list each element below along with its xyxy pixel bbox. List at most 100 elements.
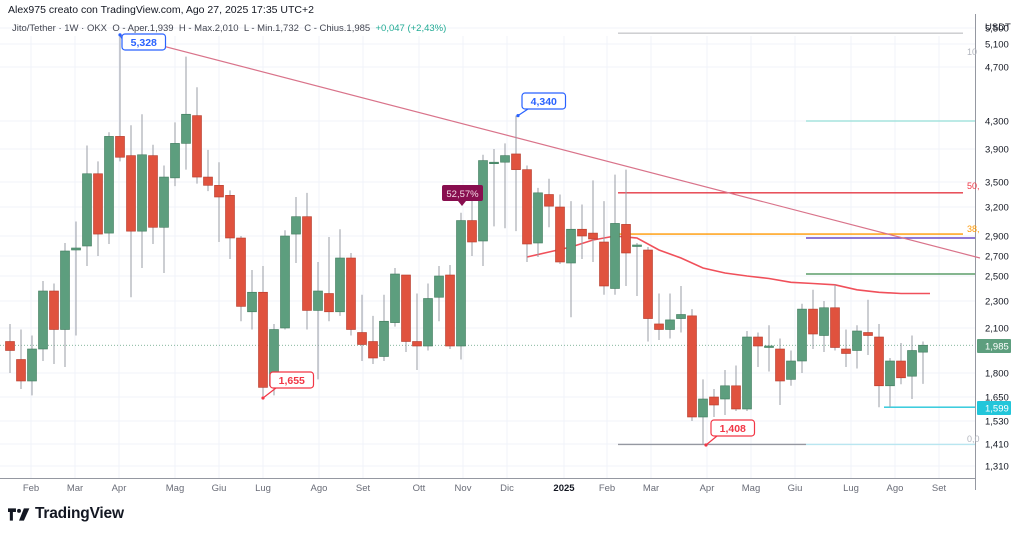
candle[interactable] [280, 230, 290, 330]
candle[interactable] [654, 293, 664, 341]
candle[interactable] [27, 335, 37, 396]
candle[interactable] [247, 270, 257, 330]
low-price-callout-2[interactable]: 1,408 [704, 419, 756, 447]
percent-change-badge[interactable]: 52,57% [442, 185, 483, 206]
candle[interactable] [577, 204, 587, 260]
candle[interactable] [445, 265, 455, 349]
candle[interactable] [764, 325, 774, 372]
candle[interactable] [203, 149, 213, 192]
candle[interactable] [610, 174, 620, 295]
candle[interactable] [896, 343, 906, 385]
candle[interactable] [148, 144, 158, 244]
candle[interactable] [346, 253, 356, 336]
candle[interactable] [456, 212, 466, 360]
candle[interactable] [918, 341, 928, 384]
candle[interactable] [159, 165, 169, 274]
candle[interactable] [368, 315, 378, 364]
candle[interactable] [236, 236, 246, 322]
time-axis[interactable]: Feb Mar Apr Mag Giu Lug Ago Set Ott Nov Dic 2025 Feb… [23, 483, 947, 494]
candle[interactable] [522, 165, 532, 263]
candle[interactable] [621, 169, 631, 286]
candle[interactable] [852, 325, 862, 369]
candle[interactable] [115, 34, 125, 162]
candle[interactable] [643, 247, 653, 342]
moving-average-line[interactable] [526, 235, 930, 295]
candle[interactable] [588, 180, 598, 262]
candle[interactable] [709, 389, 719, 417]
candle[interactable] [170, 122, 180, 187]
candle[interactable] [423, 283, 433, 351]
candle[interactable] [786, 350, 796, 386]
candle[interactable] [467, 195, 477, 256]
candle[interactable] [676, 286, 686, 333]
candle[interactable] [819, 301, 829, 352]
svg-text:1,985: 1,985 [985, 342, 1009, 353]
candle[interactable] [731, 365, 741, 412]
trendline[interactable] [119, 34, 981, 259]
candle[interactable] [698, 379, 708, 445]
candle[interactable] [390, 268, 400, 327]
candle[interactable] [126, 125, 136, 298]
candle[interactable] [720, 370, 730, 415]
candle[interactable] [214, 162, 224, 242]
high-price-callout[interactable]: 5,328 [118, 33, 167, 51]
candle[interactable] [412, 293, 422, 371]
candle[interactable] [324, 237, 334, 322]
candle[interactable] [38, 281, 48, 361]
candle[interactable] [478, 154, 488, 266]
mid-high-price-callout[interactable]: 4,340 [516, 92, 567, 118]
candle[interactable] [291, 197, 301, 263]
chart-credit-title: Alex975 creato con TradingView.com, Ago … [8, 4, 314, 16]
candle[interactable] [5, 323, 15, 373]
candle[interactable] [874, 323, 884, 408]
candle[interactable] [71, 221, 81, 336]
candle[interactable] [599, 201, 609, 295]
candle[interactable] [302, 192, 312, 330]
tradingview-logo[interactable]: TradingView [8, 505, 124, 523]
price-tick-label: 4,300 [985, 117, 1009, 128]
candle[interactable] [258, 266, 268, 397]
candle[interactable] [82, 145, 92, 267]
candle[interactable] [434, 266, 444, 322]
candle[interactable] [335, 229, 345, 316]
candle[interactable] [357, 294, 367, 361]
candle[interactable] [841, 329, 851, 368]
candle[interactable] [60, 243, 70, 367]
candle[interactable] [566, 201, 576, 318]
candle[interactable] [401, 274, 411, 352]
candle[interactable] [192, 87, 202, 184]
candle[interactable] [863, 299, 873, 355]
candle[interactable] [104, 132, 114, 244]
candle[interactable] [137, 114, 147, 268]
candle[interactable] [544, 178, 554, 228]
candle[interactable] [753, 332, 763, 368]
candle[interactable] [313, 262, 323, 380]
candle[interactable] [93, 161, 103, 256]
price-axis[interactable]: 5,500 5,100 4,700 4,300 3,900 3,500 3,200 2,900… [985, 24, 1009, 473]
low-price-callout-1[interactable]: 1,655 [261, 371, 315, 400]
candle[interactable] [830, 284, 840, 351]
candle[interactable] [181, 56, 191, 170]
candle[interactable] [742, 331, 752, 411]
candle[interactable] [533, 187, 543, 257]
candle[interactable] [775, 338, 785, 406]
candle[interactable] [16, 329, 26, 390]
symbol-label[interactable]: Jito/Tether · 1W · OKX [12, 23, 108, 34]
candle[interactable] [500, 143, 510, 229]
candle[interactable] [511, 115, 521, 232]
candle[interactable] [555, 194, 565, 265]
candle[interactable] [49, 283, 59, 365]
candle[interactable] [808, 289, 818, 349]
candle[interactable] [489, 149, 499, 227]
candle[interactable] [907, 335, 917, 400]
candle[interactable] [885, 358, 895, 408]
candle[interactable] [379, 294, 389, 361]
candle[interactable] [225, 190, 235, 259]
candle[interactable] [632, 243, 642, 296]
fib-level-label: 50, [967, 181, 980, 191]
candle[interactable] [665, 293, 675, 339]
svg-text:5,328: 5,328 [131, 37, 157, 49]
candle[interactable] [797, 303, 807, 373]
candle[interactable] [687, 309, 697, 421]
